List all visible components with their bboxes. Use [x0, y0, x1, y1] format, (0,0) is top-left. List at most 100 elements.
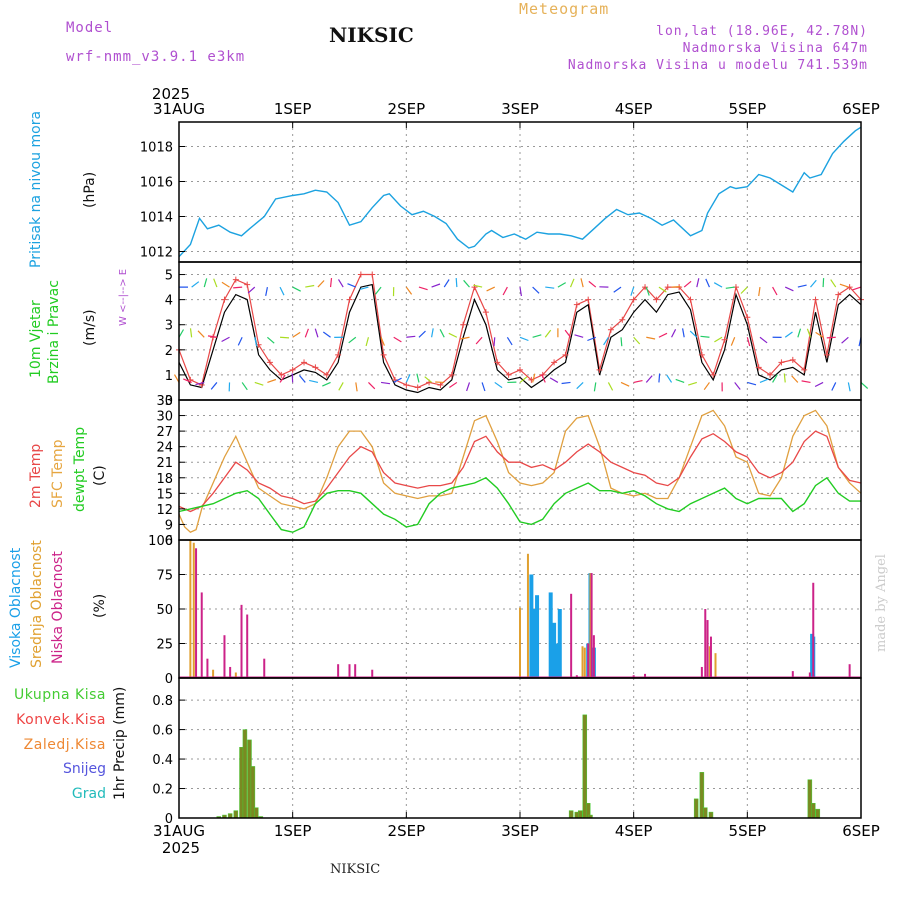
y-tick-label: 24: [156, 441, 173, 456]
wind-direction-arrow: [630, 286, 635, 296]
gust-marker: [369, 271, 376, 278]
gust-marker: [278, 371, 285, 378]
wind-direction-arrow: [830, 279, 837, 288]
precip-bar: [254, 807, 259, 819]
wind-direction-arrow: [207, 335, 217, 338]
panel-frame: [178, 121, 862, 263]
gust-marker: [619, 316, 626, 323]
y-tick-label: 27: [156, 425, 173, 440]
gust-marker: [642, 284, 649, 291]
altitude-text: Nadmorska Visina 647m: [682, 41, 868, 56]
y-tick-label: 4: [165, 294, 173, 309]
wind-direction-arrow: [279, 286, 285, 296]
wind-direction-arrow: [337, 279, 344, 288]
precip-frz-label: Zaledj.Kisa: [23, 737, 106, 753]
cloud-bar: [570, 593, 573, 678]
wind-direction-arrow: [852, 286, 862, 291]
wind-direction-arrow: [784, 331, 793, 338]
wind-direction-arrow: [494, 381, 503, 389]
cloud-bar: [229, 666, 232, 678]
wind-direction-arrow: [416, 373, 420, 383]
precip-bar: [708, 811, 714, 819]
meteogram-title: Meteogram: [519, 0, 610, 18]
wind-direction-arrow: [730, 337, 736, 346]
wind-direction-arrow: [431, 283, 441, 288]
wind-direction-arrow: [734, 382, 741, 390]
wind-direction-arrow: [267, 336, 275, 344]
precip-bar: [242, 729, 248, 819]
gust-marker: [312, 364, 319, 371]
wind-direction-arrow: [506, 336, 513, 346]
y-tick-label: 0: [165, 672, 173, 687]
wind-direction-arrow: [806, 328, 812, 338]
gust-marker: [437, 381, 444, 388]
wind-direction-arrow: [439, 329, 445, 338]
wind-direction-arrow: [460, 336, 470, 340]
y-tick-label: 30: [156, 410, 173, 425]
wind-direction-arrow: [689, 330, 698, 338]
wind-direction-arrow: [322, 381, 331, 387]
x-tick-label-top: 5SEP: [729, 100, 767, 118]
wind-direction-arrow: [431, 328, 434, 338]
wind-direction-arrow: [213, 278, 218, 288]
cloud-bar: [589, 573, 592, 678]
wind-direction-arrow: [463, 279, 470, 288]
wind-direction-arrow: [519, 336, 529, 342]
wind-direction-arrow: [557, 282, 566, 288]
wind-direction-arrow: [814, 381, 824, 388]
location-title: NIKSIC: [329, 23, 414, 47]
wind-direction-arrow: [705, 278, 710, 288]
wind-direction-arrow: [772, 286, 778, 296]
precip-bar: [703, 807, 708, 819]
wind-direction-arrow: [549, 377, 559, 383]
wind-direction-arrow: [355, 382, 358, 392]
wind-direction-arrow: [233, 286, 243, 289]
wind-direction-arrow: [658, 286, 667, 293]
wind-direction-arrow: [759, 378, 769, 383]
wind-direction-arrow: [338, 382, 344, 391]
gust-marker: [403, 381, 410, 388]
precip-bar: [577, 810, 583, 819]
wind-direction-arrow: [839, 283, 849, 288]
wind-direction-arrow: [473, 284, 483, 288]
x-tick-label-bottom: 1SEP: [274, 822, 312, 840]
cloud-bar: [583, 647, 586, 678]
wind-direction-arrow: [580, 278, 584, 288]
wind-direction-arrow: [466, 382, 471, 392]
cloud-bar: [189, 540, 192, 678]
wind-direction-arrow: [314, 328, 319, 338]
gust-marker: [744, 314, 751, 321]
y-tick-label: 2: [165, 344, 173, 359]
wind-direction-arrow: [189, 328, 193, 338]
y-tick-label: 0.2: [152, 783, 173, 798]
wind-direction-arrow: [815, 331, 824, 338]
x-tick-label-bottom: 5SEP: [729, 822, 767, 840]
y-tick-label: 9: [165, 518, 173, 533]
precip-conv-label: Konvek.Kisa: [16, 712, 106, 728]
panel-frame: [178, 399, 862, 541]
wind-direction-arrow: [633, 380, 643, 384]
cloud-bar: [195, 548, 198, 678]
gust-marker: [698, 351, 705, 358]
wind-direction-arrow: [747, 381, 757, 386]
cloud-bar: [526, 553, 529, 678]
wind-direction-arrow: [418, 286, 428, 291]
gust-marker: [767, 371, 774, 378]
gust-marker: [482, 309, 489, 316]
cloud-bar: [555, 643, 560, 678]
wind-direction-arrow: [183, 378, 192, 383]
wind-direction-arrow: [841, 336, 849, 344]
wind-direction-arrow: [847, 382, 851, 392]
gust-marker: [414, 384, 421, 391]
wind-direction-arrow: [210, 382, 218, 390]
gust-marker: [346, 296, 353, 303]
wind-direction-arrow: [405, 286, 413, 295]
wind-direction-arrow: [620, 337, 623, 347]
gust-marker: [823, 351, 830, 358]
cloud-bar: [848, 664, 851, 678]
cloud-bar: [557, 609, 562, 678]
precip-bar: [568, 810, 574, 819]
wind-direction-arrow: [347, 283, 357, 288]
wind-direction-arrow: [197, 330, 205, 338]
